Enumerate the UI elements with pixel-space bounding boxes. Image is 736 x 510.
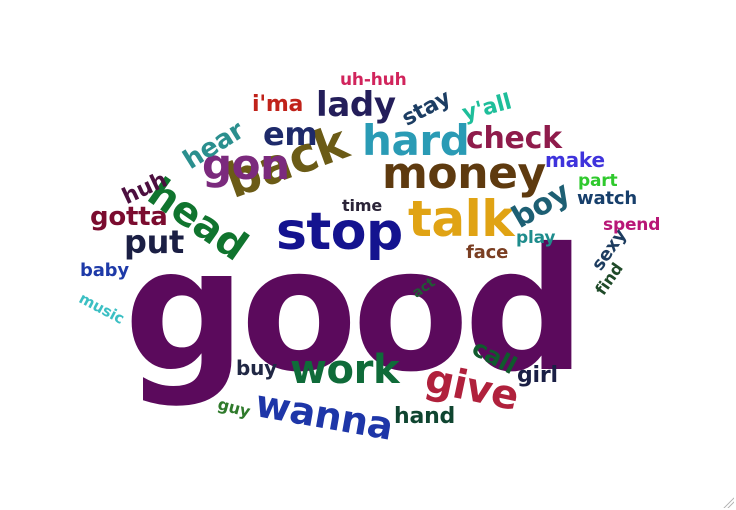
word-stop: stop xyxy=(276,202,403,262)
word-buy: buy xyxy=(236,356,277,380)
word-uh-huh: uh-huh xyxy=(340,70,407,90)
word-put: put xyxy=(124,223,185,261)
word-em: em xyxy=(263,115,318,153)
word-gon: gon xyxy=(202,140,290,189)
word-check: check xyxy=(466,121,562,156)
resize-grip-icon[interactable] xyxy=(722,496,734,508)
word-music: music xyxy=(76,289,128,328)
word-ima: i'ma xyxy=(252,92,304,117)
word-lady: lady xyxy=(316,85,396,125)
word-hard: hard xyxy=(362,116,470,165)
word-spend: spend xyxy=(603,215,661,235)
word-good: good xyxy=(124,212,586,410)
word-money: money xyxy=(382,148,546,199)
word-girl: girl xyxy=(517,363,558,388)
word-talk: talk xyxy=(408,190,515,248)
word-time: time xyxy=(342,196,383,215)
word-watch: watch xyxy=(577,188,637,209)
word-make: make xyxy=(545,148,605,172)
word-hand: hand xyxy=(394,404,456,429)
word-face: face xyxy=(466,242,509,263)
word-gotta: gotta xyxy=(90,202,168,232)
word-work: work xyxy=(290,347,400,393)
word-play: play xyxy=(516,228,556,248)
word-baby: baby xyxy=(80,260,129,281)
word-part: part xyxy=(578,171,618,191)
